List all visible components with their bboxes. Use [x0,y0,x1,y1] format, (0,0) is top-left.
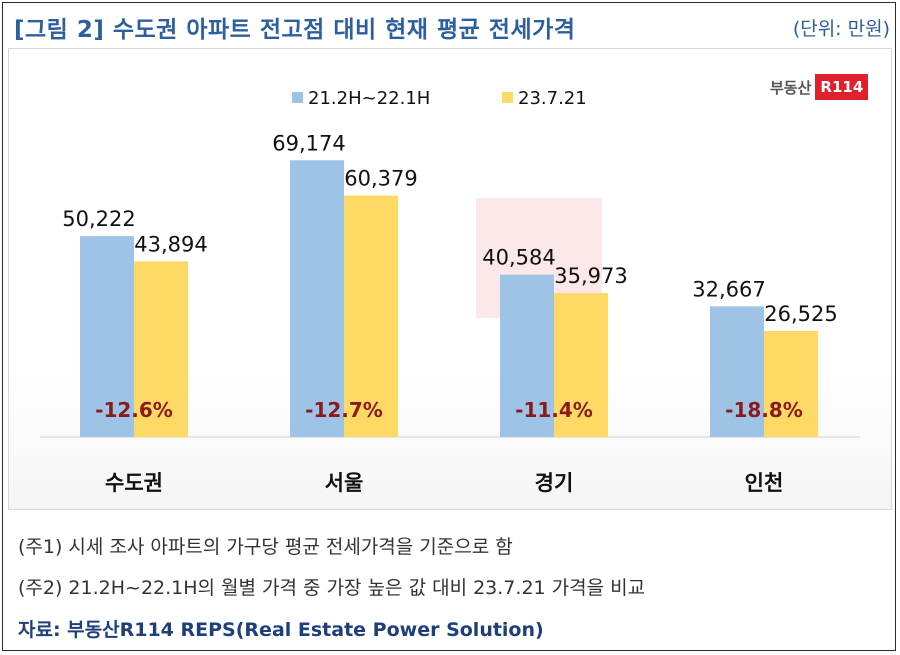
bar-1-2 [290,160,344,437]
value-label-1-2: 69,174 [272,131,345,155]
logo-box: R114 [815,74,869,100]
change-label-1: -12.6% [95,398,173,422]
legend-swatch-2 [502,92,513,103]
legend-swatch-1 [292,92,303,103]
source-line: 자료: 부동산R114 REPS(Real Estate Power Solut… [18,619,544,641]
logo-text: 부동산 [770,78,812,97]
value-label-1-1: 50,222 [62,207,135,231]
value-label-2-4: 26,525 [764,302,837,326]
brand-logo: 부동산 R114 [770,74,869,100]
change-label-4: -18.8% [725,398,803,422]
figure-title: [그림 2] 수도권 아파트 전고점 대비 현재 평균 전세가격 [14,17,576,43]
unit-label: (단위: 만원) [792,18,890,40]
bar-2-4 [764,330,818,437]
bar-2-3 [554,293,608,437]
category-label-4: 인천 [745,471,784,495]
legend-label-1: 21.2H~22.1H [308,88,430,109]
bar-1-4 [710,306,764,437]
legend-label-2: 23.7.21 [518,88,587,109]
change-label-3: -11.4% [515,398,593,422]
value-label-2-3: 35,973 [554,264,627,288]
bar-1-1 [80,236,134,437]
footnote-1: (주1) 시세 조사 아파트의 가구당 평균 전세가격을 기준으로 함 [18,536,513,558]
value-label-2-1: 43,894 [134,232,207,256]
change-label-2: -12.7% [305,398,383,422]
bar-2-2 [344,195,398,437]
value-label-2-2: 60,379 [344,166,417,190]
category-label-3: 경기 [535,471,574,495]
category-label-2: 서울 [325,471,364,495]
bar-1-3 [500,274,554,437]
bar-2-1 [134,261,188,437]
category-label-1: 수도권 [105,471,163,495]
value-label-1-3: 40,584 [482,246,555,270]
value-label-1-4: 32,667 [692,277,765,301]
footnote-2: (주2) 21.2H~22.1H의 월별 가격 중 가장 높은 값 대비 23.… [18,577,646,599]
